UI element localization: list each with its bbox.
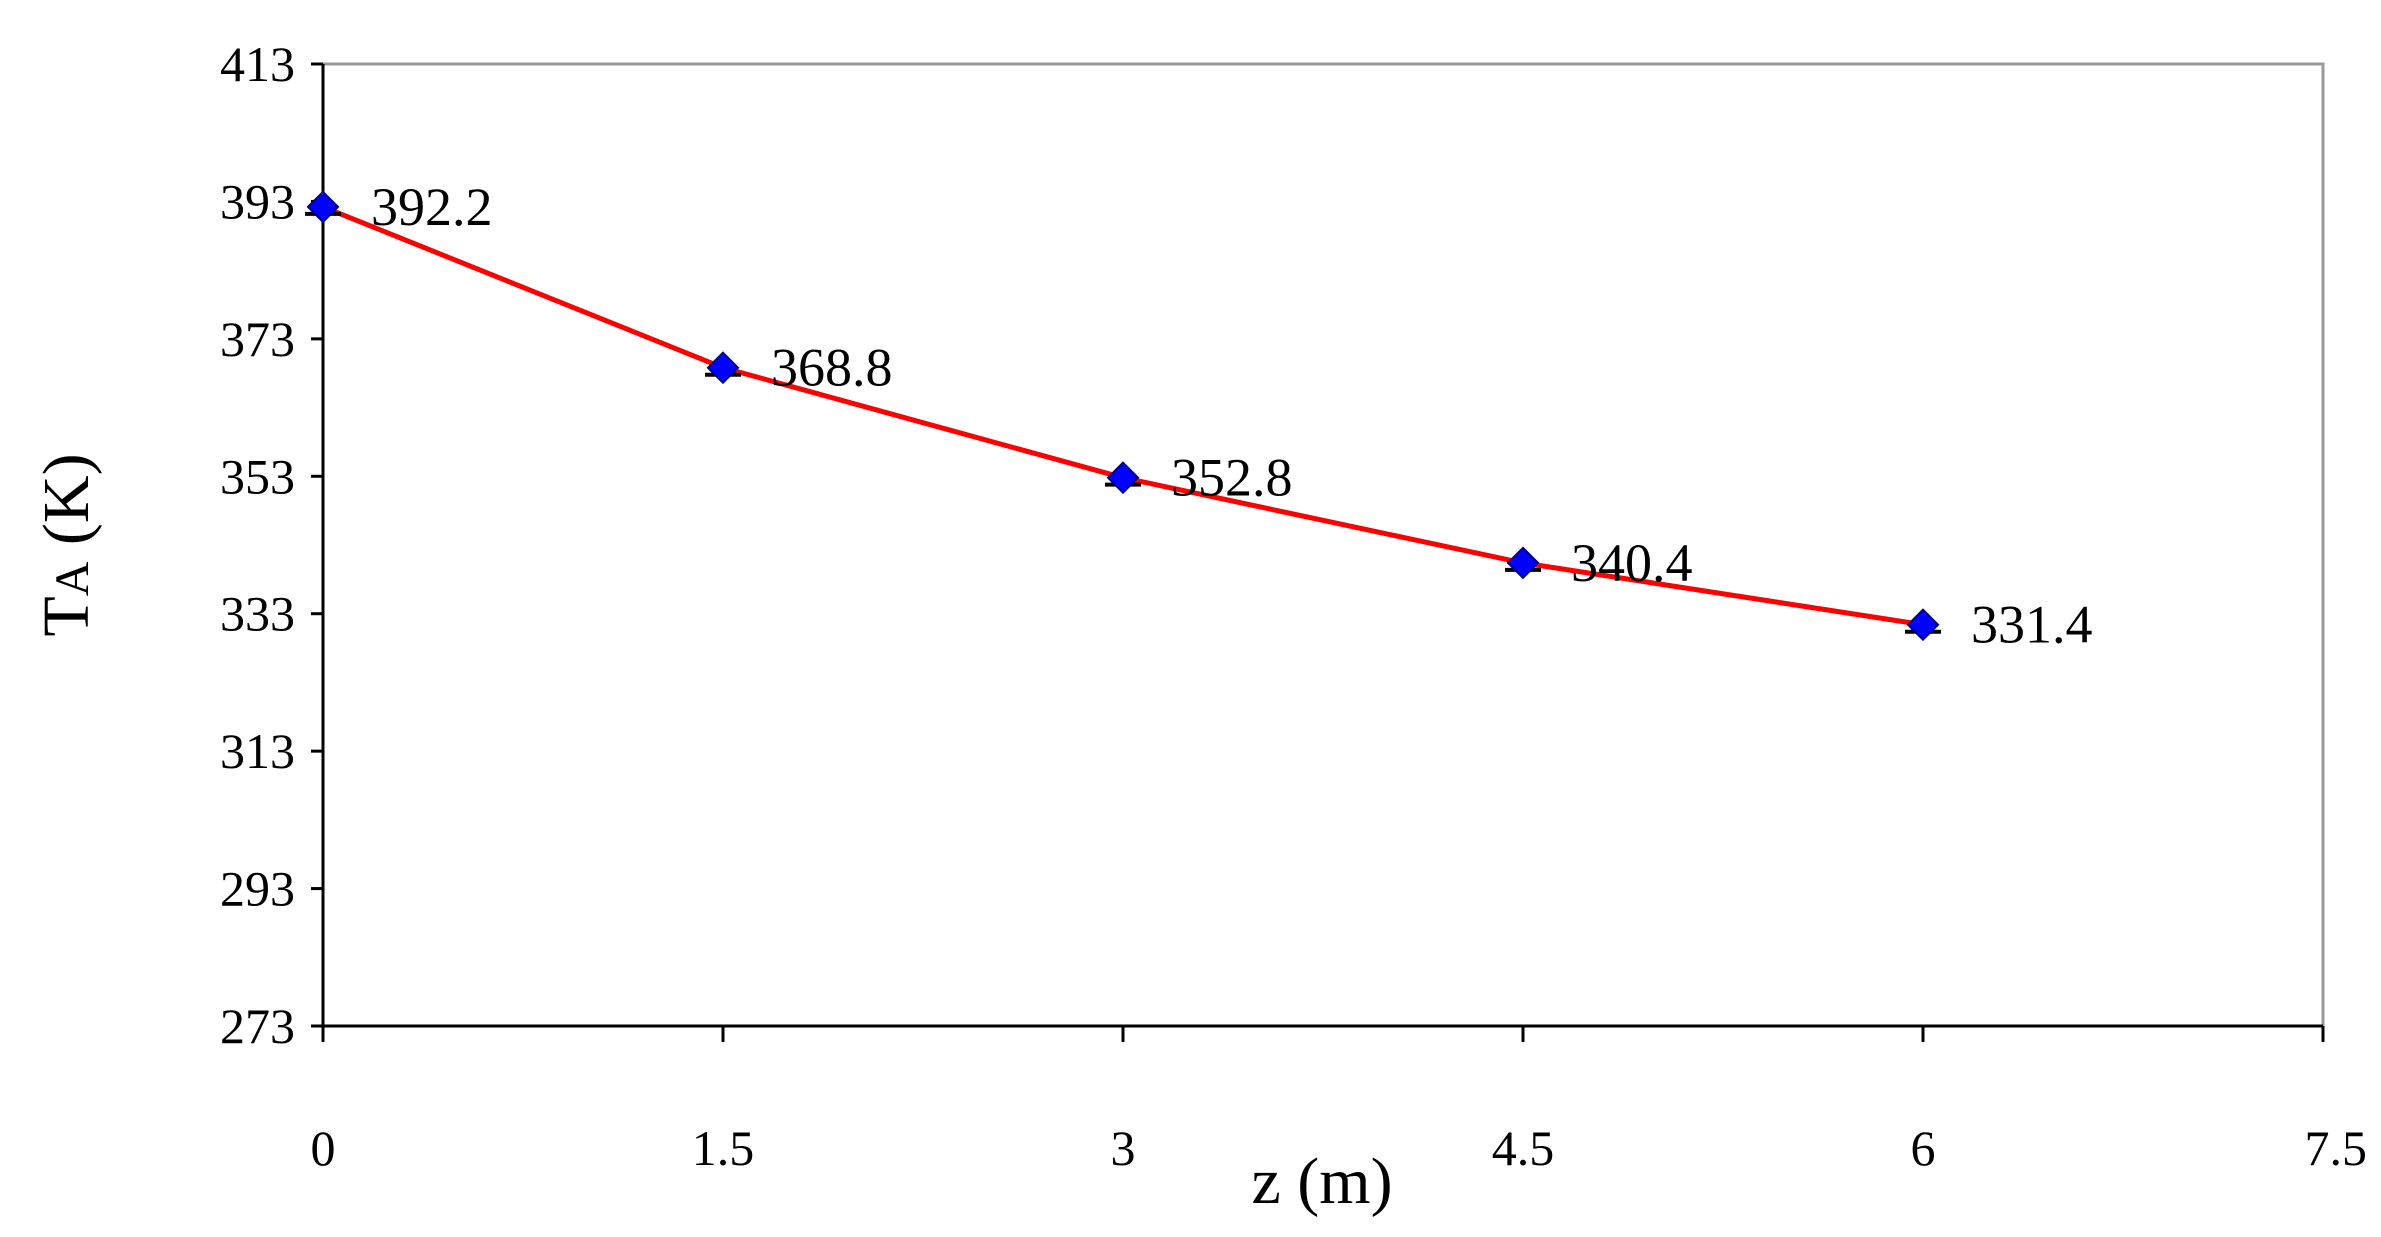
marker-layer xyxy=(305,190,1941,642)
y-tick-label: 373 xyxy=(220,311,295,367)
y-tick-label: 353 xyxy=(220,448,295,504)
plot-area xyxy=(321,62,2325,1028)
y-axis-title: TA (K) xyxy=(30,453,103,636)
x-tick-label: 0 xyxy=(311,1120,336,1176)
y-tick-label: 413 xyxy=(220,36,295,92)
x-tick-label: 3 xyxy=(1111,1120,1136,1176)
y-tick-label: 293 xyxy=(220,861,295,917)
y-axis-title-main: T xyxy=(30,596,103,636)
y-axis-title-sub: A xyxy=(46,561,99,596)
y-tick-label: 393 xyxy=(220,173,295,229)
data-point xyxy=(1906,608,1940,642)
x-axis: 0 1.5 3 4.5 6 7.5 xyxy=(311,1024,2368,1176)
data-label: 340.4 xyxy=(1571,533,1693,593)
y-axis: 273 293 313 333 353 373 393 413 xyxy=(220,36,325,1054)
x-tick-label: 7.5 xyxy=(2305,1120,2368,1176)
data-label: 368.8 xyxy=(771,338,893,398)
x-tick-label: 4.5 xyxy=(1492,1120,1555,1176)
data-label: 352.8 xyxy=(1171,448,1293,508)
y-tick-label: 313 xyxy=(220,723,295,779)
data-label-layer: 392.2 368.8 352.8 340.4 331.4 xyxy=(371,177,2093,655)
y-axis-title-unit: (K) xyxy=(30,453,103,561)
data-label: 331.4 xyxy=(1971,595,2093,655)
y-tick-label: 333 xyxy=(220,586,295,642)
data-label: 392.2 xyxy=(371,177,493,237)
x-axis-title: z (m) xyxy=(1251,1145,1392,1218)
data-point xyxy=(306,190,340,224)
y-tick-label: 273 xyxy=(220,998,295,1054)
data-point xyxy=(1106,461,1140,495)
x-tick-label: 6 xyxy=(1911,1120,1936,1176)
x-tick-label: 1.5 xyxy=(692,1120,755,1176)
data-point xyxy=(1506,546,1540,580)
data-point xyxy=(706,351,740,385)
